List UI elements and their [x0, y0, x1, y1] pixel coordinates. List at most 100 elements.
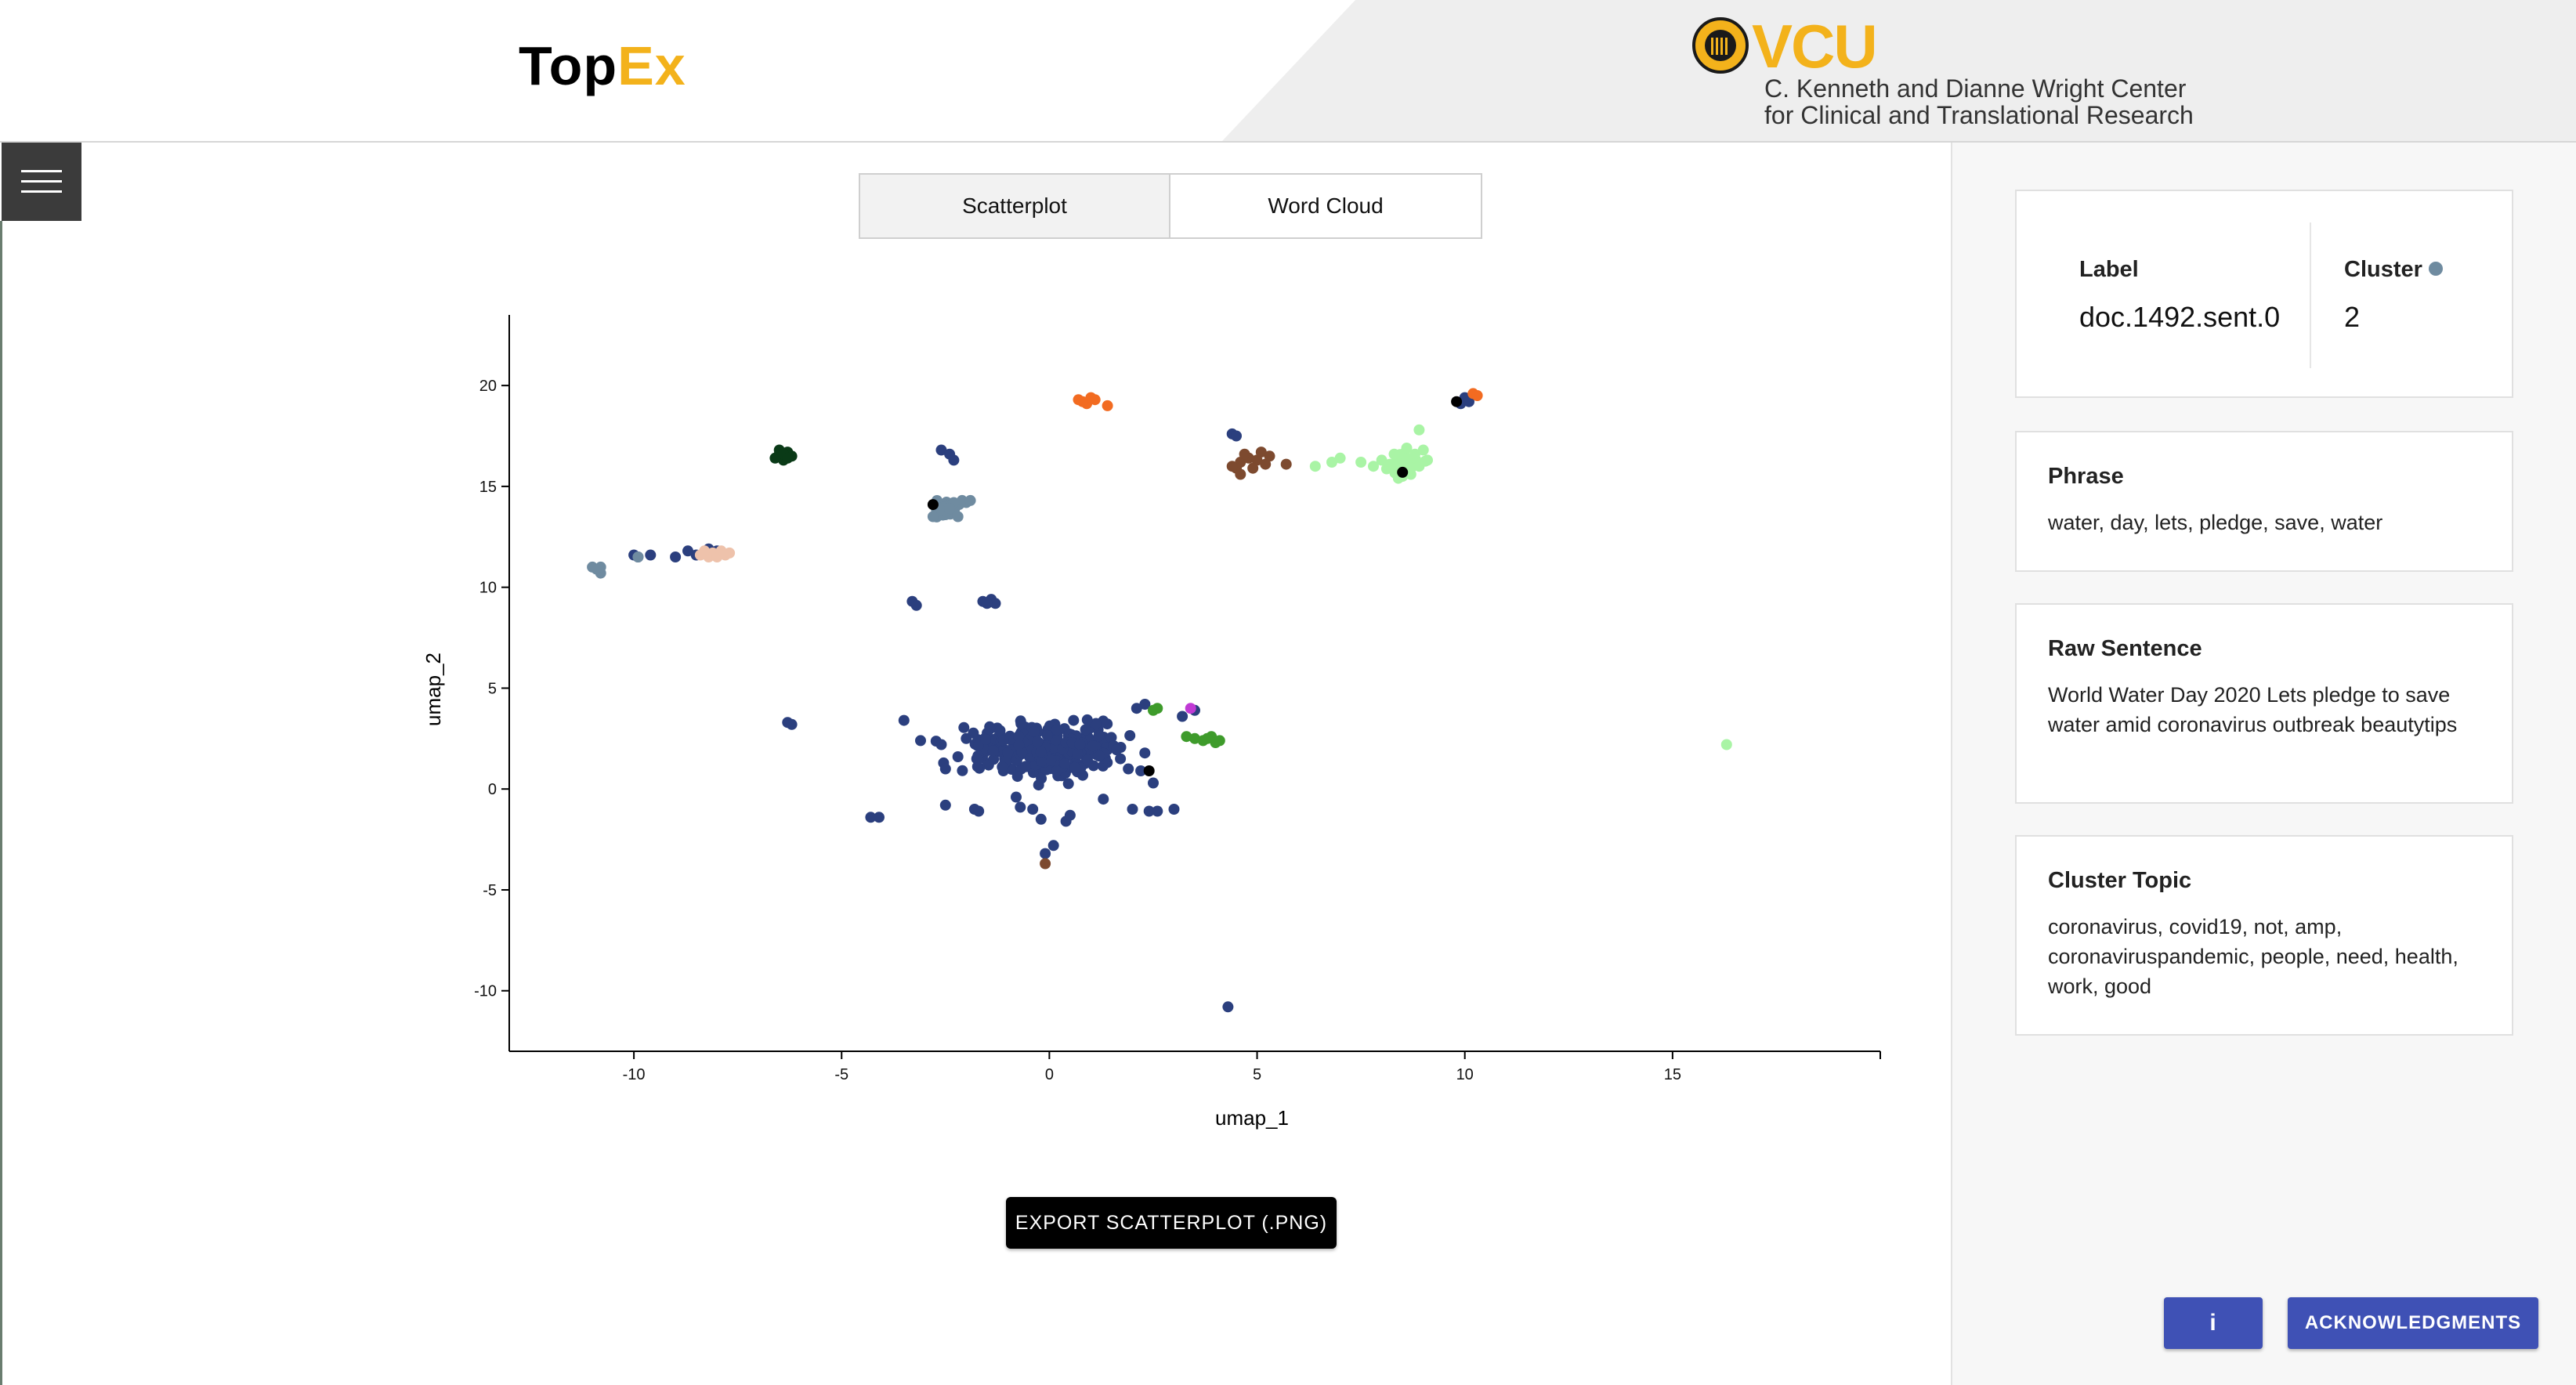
data-point[interactable]: [927, 511, 939, 523]
data-point[interactable]: [1036, 772, 1047, 784]
data-point[interactable]: [994, 725, 1006, 736]
data-point[interactable]: [1072, 748, 1084, 760]
data-point[interactable]: [1409, 448, 1421, 460]
data-point[interactable]: [952, 511, 964, 523]
data-point[interactable]: [1040, 848, 1051, 859]
data-point[interactable]: [1214, 735, 1225, 747]
data-point[interactable]: [670, 551, 682, 562]
data-point[interactable]: [1181, 731, 1192, 743]
data-point[interactable]: [910, 599, 922, 611]
data-point[interactable]: [1451, 396, 1463, 407]
data-point[interactable]: [935, 739, 947, 750]
data-point[interactable]: [1127, 804, 1138, 815]
data-point[interactable]: [1405, 462, 1416, 474]
data-point[interactable]: [1090, 718, 1102, 729]
data-point[interactable]: [987, 745, 999, 757]
data-point[interactable]: [1280, 458, 1292, 470]
data-point[interactable]: [1143, 765, 1155, 776]
data-point[interactable]: [1080, 724, 1091, 736]
data-point[interactable]: [1015, 801, 1026, 813]
data-point[interactable]: [1235, 468, 1246, 480]
data-point[interactable]: [935, 444, 947, 456]
data-point[interactable]: [1098, 794, 1109, 805]
data-point[interactable]: [1035, 746, 1047, 758]
data-point[interactable]: [1401, 452, 1413, 464]
data-point[interactable]: [1239, 448, 1250, 460]
data-point[interactable]: [1368, 461, 1379, 472]
data-point[interactable]: [958, 721, 970, 733]
tab-scatterplot[interactable]: Scatterplot: [859, 173, 1170, 239]
data-point[interactable]: [595, 561, 606, 573]
menu-button[interactable]: [2, 143, 81, 221]
data-point[interactable]: [1226, 461, 1238, 472]
data-point[interactable]: [1051, 765, 1062, 776]
data-point[interactable]: [1177, 711, 1189, 722]
data-point[interactable]: [1384, 458, 1396, 470]
data-point[interactable]: [981, 598, 993, 609]
data-point[interactable]: [1036, 756, 1047, 767]
data-point[interactable]: [1094, 750, 1105, 762]
data-point[interactable]: [1013, 730, 1025, 742]
data-point[interactable]: [1115, 753, 1127, 765]
data-point[interactable]: [952, 751, 964, 762]
data-point[interactable]: [682, 545, 693, 557]
acknowledgments-button[interactable]: ACKNOWLEDGMENTS: [2288, 1297, 2538, 1349]
data-point[interactable]: [1111, 744, 1123, 756]
data-point[interactable]: [1309, 461, 1321, 472]
data-point[interactable]: [1076, 396, 1088, 407]
data-point[interactable]: [1152, 805, 1163, 817]
data-point[interactable]: [944, 503, 956, 515]
data-point[interactable]: [1035, 813, 1047, 825]
data-point[interactable]: [1102, 400, 1113, 411]
data-point[interactable]: [1011, 791, 1022, 803]
data-point[interactable]: [1247, 462, 1259, 474]
data-point[interactable]: [1355, 457, 1367, 468]
data-point[interactable]: [782, 452, 794, 464]
data-point[interactable]: [961, 732, 972, 744]
data-point[interactable]: [1201, 732, 1213, 744]
data-point[interactable]: [972, 754, 984, 765]
data-point[interactable]: [935, 504, 947, 516]
data-point[interactable]: [1264, 450, 1275, 462]
data-point[interactable]: [980, 733, 991, 745]
data-point[interactable]: [1013, 739, 1025, 750]
data-point[interactable]: [587, 561, 599, 573]
export-scatterplot-button[interactable]: EXPORT SCATTERPLOT (.PNG): [1006, 1197, 1337, 1249]
data-point[interactable]: [1148, 777, 1159, 789]
data-point[interactable]: [1471, 390, 1483, 401]
data-point[interactable]: [1139, 699, 1151, 710]
data-point[interactable]: [997, 761, 1008, 772]
data-point[interactable]: [1123, 763, 1134, 775]
data-point[interactable]: [957, 765, 968, 776]
data-point[interactable]: [632, 551, 644, 562]
data-point[interactable]: [1074, 739, 1086, 750]
data-point[interactable]: [1260, 458, 1272, 470]
data-point[interactable]: [1124, 730, 1136, 741]
data-point[interactable]: [1045, 754, 1057, 766]
data-point[interactable]: [1089, 394, 1101, 406]
data-point[interactable]: [724, 547, 736, 559]
data-point[interactable]: [1143, 805, 1155, 817]
data-point[interactable]: [1189, 732, 1200, 744]
data-point[interactable]: [865, 812, 877, 823]
data-point[interactable]: [1068, 714, 1080, 726]
data-point[interactable]: [1417, 444, 1429, 456]
data-point[interactable]: [1020, 761, 1031, 772]
data-point[interactable]: [1334, 452, 1346, 464]
data-point[interactable]: [1401, 443, 1413, 454]
data-point[interactable]: [1222, 1001, 1234, 1013]
data-point[interactable]: [939, 799, 951, 811]
data-point[interactable]: [786, 718, 798, 730]
data-point[interactable]: [1087, 740, 1098, 752]
data-point[interactable]: [645, 549, 657, 561]
data-point[interactable]: [874, 812, 885, 823]
data-point[interactable]: [699, 545, 711, 557]
data-point[interactable]: [1047, 840, 1059, 852]
data-point[interactable]: [1028, 726, 1040, 738]
data-point[interactable]: [939, 763, 951, 775]
data-point[interactable]: [1255, 447, 1267, 458]
data-point[interactable]: [988, 754, 1000, 765]
data-point[interactable]: [1139, 747, 1151, 759]
data-point[interactable]: [1397, 466, 1409, 478]
data-point[interactable]: [1002, 747, 1014, 758]
